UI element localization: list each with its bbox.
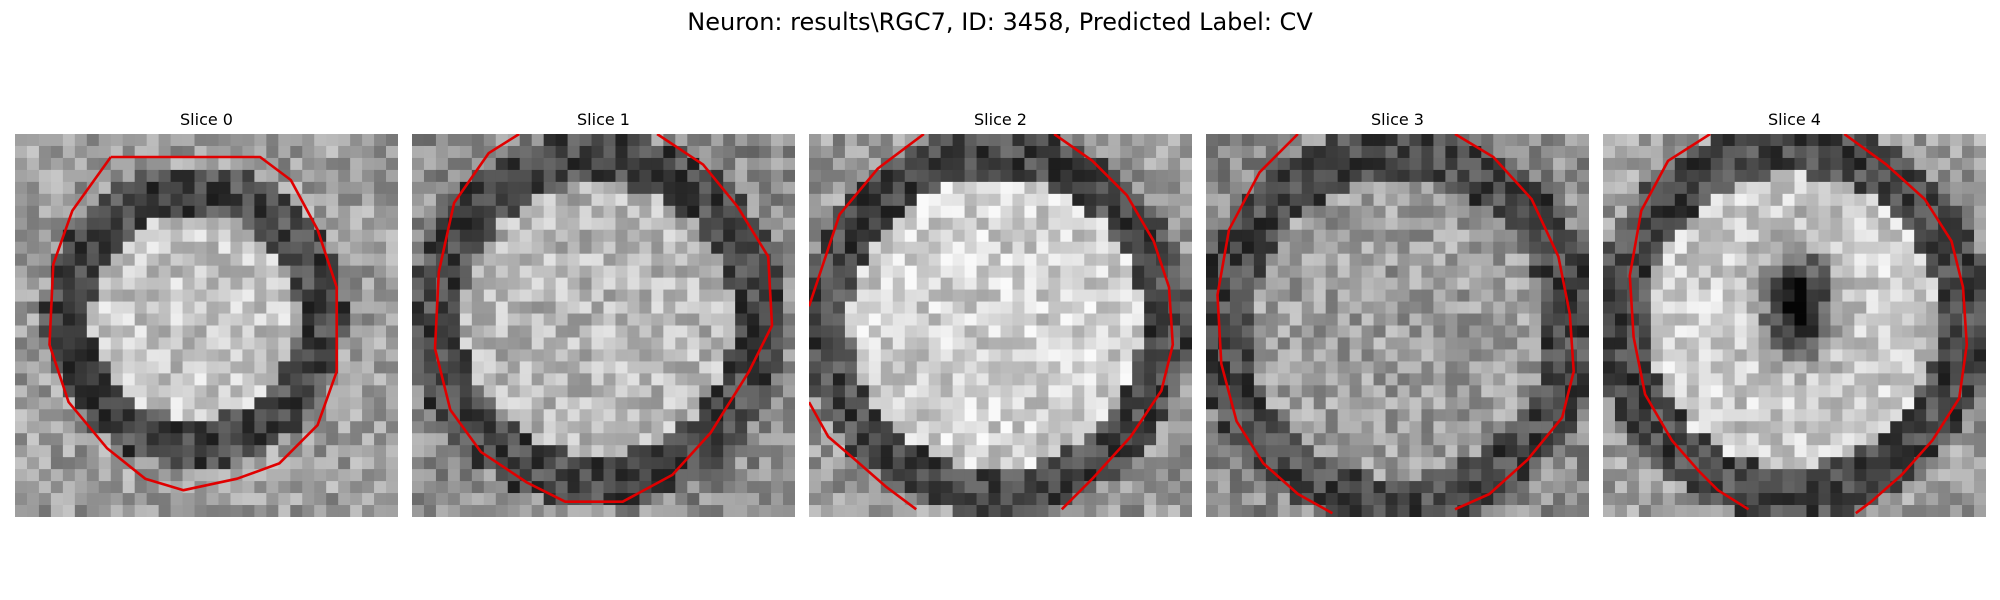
slice-panel-2: Slice 2	[809, 110, 1192, 517]
slice-image	[809, 134, 1192, 517]
cell-boundary-contour	[48, 155, 339, 492]
grayscale-pixels	[1603, 134, 1986, 517]
slice-panel-0: Slice 0	[15, 110, 398, 517]
slice-image	[15, 134, 398, 517]
cell-boundary-contour	[1454, 134, 1576, 511]
slice-image	[1206, 134, 1589, 517]
cell-boundary-contour	[1628, 134, 1750, 511]
slice-title: Slice 0	[180, 110, 233, 129]
slice-title: Slice 1	[577, 110, 630, 129]
slice-panel-4: Slice 4	[1603, 110, 1986, 517]
slice-image	[1603, 134, 1986, 517]
cell-boundary-contour	[809, 401, 917, 511]
cell-boundary-contour	[1216, 134, 1334, 515]
slice-title: Slice 2	[974, 110, 1027, 129]
grayscale-pixels	[1206, 134, 1589, 517]
grayscale-pixels	[412, 134, 795, 517]
cell-boundary-contour	[809, 134, 925, 307]
slice-title: Slice 4	[1768, 110, 1821, 129]
cell-boundary-contour	[1053, 134, 1175, 511]
slice-title: Slice 3	[1371, 110, 1424, 129]
figure-title: Neuron: results\RGC7, ID: 3458, Predicte…	[687, 8, 1313, 36]
grayscale-pixels	[15, 134, 398, 517]
grayscale-pixels	[809, 134, 1192, 517]
cell-boundary-contour	[433, 134, 774, 504]
cell-boundary-contour	[1843, 134, 1969, 515]
slice-panel-3: Slice 3	[1206, 110, 1589, 517]
slice-panel-1: Slice 1	[412, 110, 795, 517]
slice-image	[412, 134, 795, 517]
